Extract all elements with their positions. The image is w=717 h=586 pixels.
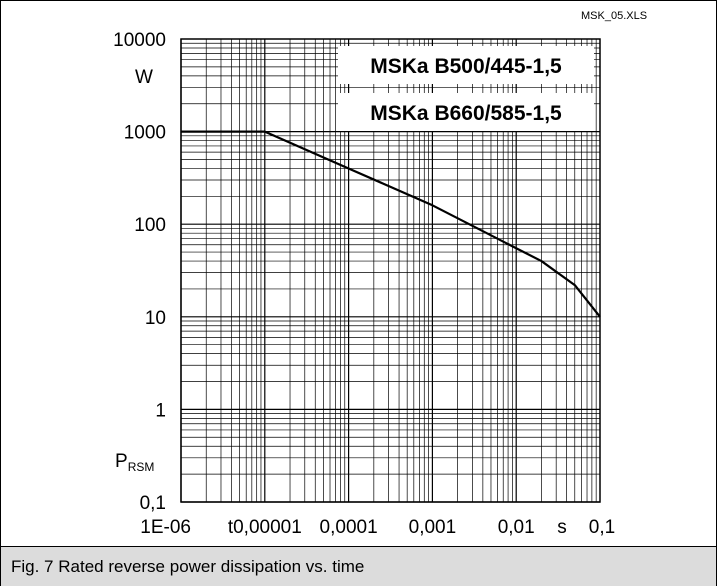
y-tick-label: 1 (155, 400, 166, 421)
x-tick-label: 0,0001 (320, 517, 378, 538)
y-tick-label: 1000 (124, 123, 166, 144)
x-tick-label: t0,00001 (228, 517, 302, 538)
caption-bar: Fig. 7 Rated reverse power dissipation v… (1, 546, 716, 586)
x-axis-label: t (228, 517, 234, 538)
file-tag: MSK_05.XLS (581, 10, 647, 22)
legend: MSKa B500/445-1,5 MSKa B660/585-1,5 (338, 46, 594, 131)
grid (180, 39, 600, 503)
legend-box (338, 93, 594, 131)
x-tick-labels: 1E-06 t0,00001 0,0001 0,001 0,01 0,1 (140, 517, 615, 538)
x-tick-label-text: 0,00001 (233, 517, 302, 538)
y-axis-label: PRSM (115, 451, 154, 474)
y-tick-label: 10000 (113, 30, 166, 51)
legend-label: MSKa B500/445-1,5 (370, 55, 562, 78)
y-tick-labels: 10000 1000 100 10 1 0,1 (113, 30, 166, 514)
series-layer (181, 130, 601, 318)
x-tick-label: 0,01 (498, 517, 535, 538)
x-tick-label: 1E-06 (140, 517, 191, 538)
legend-label: MSKa B660/585-1,5 (370, 102, 562, 125)
x-axis-unit: s (557, 517, 567, 538)
y-tick-label: 0,1 (140, 493, 166, 514)
plot-area-border (180, 38, 601, 503)
y-axis-label-main: P (115, 451, 128, 472)
y-tick-label: 100 (134, 215, 166, 236)
y-tick-label: 10 (145, 308, 166, 329)
legend-box (338, 46, 594, 84)
figure-caption: Fig. 7 Rated reverse power dissipation v… (11, 557, 365, 576)
y-axis-label-sub: RSM (128, 460, 155, 474)
series-line-1 (181, 130, 601, 318)
x-tick-label: 0,1 (589, 517, 615, 538)
x-tick-label: 0,001 (409, 517, 457, 538)
y-axis-unit: W (135, 67, 153, 88)
